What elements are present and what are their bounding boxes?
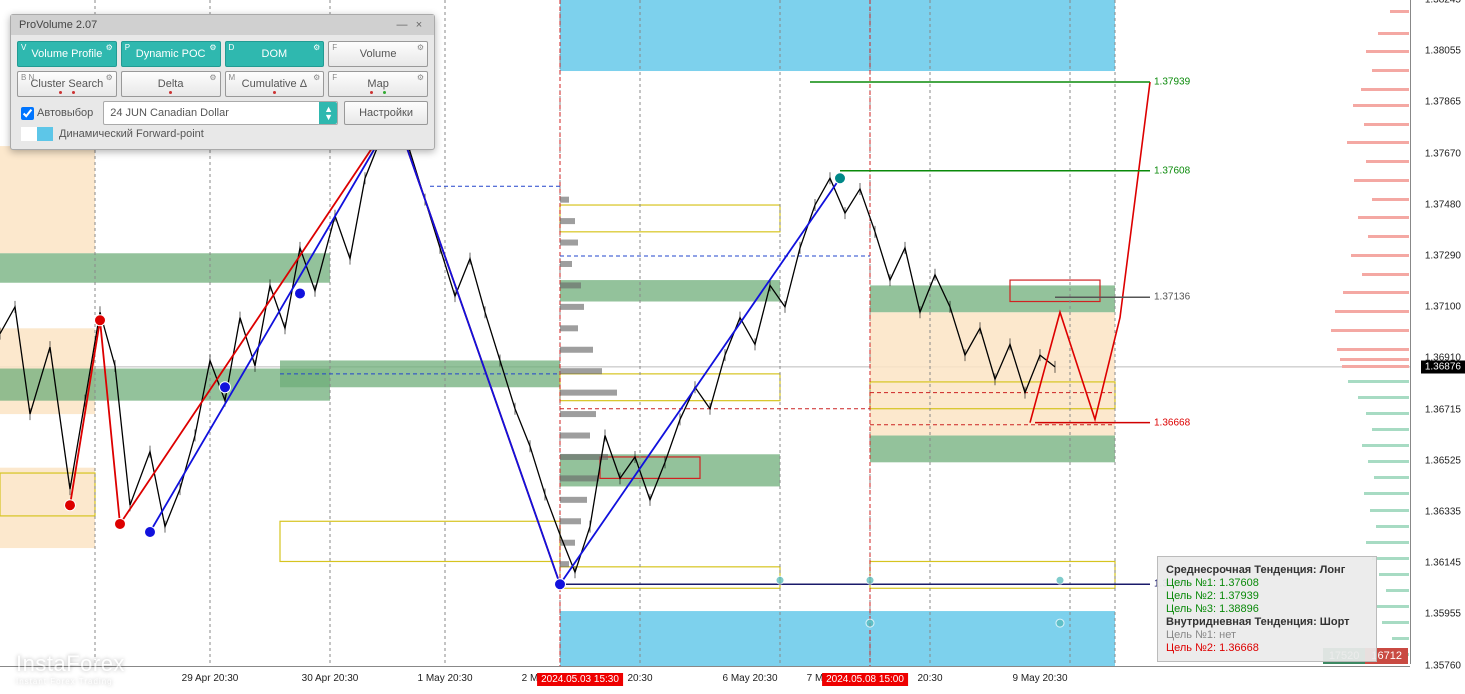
trend-intraday-label: Внутридневная Тенденция: Шорт bbox=[1166, 616, 1368, 628]
provolume-panel: ProVolume 2.07 — × V⚙Volume ProfileP⚙Dyn… bbox=[10, 14, 435, 150]
panel-title: ProVolume 2.07 bbox=[19, 19, 97, 31]
targets-info-box: Среднесрочная Тенденция: Лонг Цель №1: 1… bbox=[1157, 556, 1377, 662]
minimize-icon[interactable]: — bbox=[395, 19, 409, 31]
x-tick: 20:30 bbox=[627, 673, 652, 684]
price-line-label: 1.36668 bbox=[1154, 417, 1190, 428]
price-line-label: 1.37136 bbox=[1154, 292, 1190, 303]
trend-mid-label: Среднесрочная Тенденция: Лонг bbox=[1166, 564, 1368, 576]
toolbar-btn-cluster-search[interactable]: B N⚙Cluster Search bbox=[17, 71, 117, 97]
y-tick: 1.37480 bbox=[1425, 200, 1461, 211]
y-tick: 1.37670 bbox=[1425, 149, 1461, 160]
y-tick: 1.37865 bbox=[1425, 96, 1461, 107]
y-tick: 1.36525 bbox=[1425, 455, 1461, 466]
y-tick: 1.35955 bbox=[1425, 608, 1461, 619]
toolbar-btn-map[interactable]: F⚙Map bbox=[328, 71, 428, 97]
close-icon[interactable]: × bbox=[412, 19, 426, 31]
y-tick: 1.37290 bbox=[1425, 250, 1461, 261]
y-tick: 1.38245 bbox=[1425, 0, 1461, 6]
x-tick: 29 Apr 20:30 bbox=[182, 673, 239, 684]
panel-titlebar[interactable]: ProVolume 2.07 — × bbox=[11, 15, 434, 35]
y-tick: 1.38055 bbox=[1425, 45, 1461, 56]
y-tick: 1.36335 bbox=[1425, 506, 1461, 517]
x-tick: 2024.05.08 15:00 bbox=[822, 673, 908, 686]
instrument-select[interactable]: 24 JUN Canadian Dollar ▲▼ bbox=[103, 101, 338, 125]
toolbar-btn-volume-profile[interactable]: V⚙Volume Profile bbox=[17, 41, 117, 67]
x-tick: 1 May 20:30 bbox=[417, 673, 472, 684]
x-axis: 29 Apr 20:3030 Apr 20:301 May 20:302 M20… bbox=[0, 666, 1410, 694]
y-axis: 1.38245 1.38055 1.37865 1.37670 1.37480 1.372… bbox=[1410, 0, 1465, 664]
price-line-label: 1.37608 bbox=[1154, 165, 1190, 176]
y-tick: 1.37100 bbox=[1425, 301, 1461, 312]
settings-button[interactable]: Настройки bbox=[344, 101, 428, 125]
current-price-label: 1.36876 bbox=[1421, 360, 1465, 373]
y-tick: 1.36145 bbox=[1425, 557, 1461, 568]
forward-point-label: Динамический Forward-point bbox=[59, 128, 204, 140]
x-tick: 6 May 20:30 bbox=[722, 673, 777, 684]
price-line-label: 1.37939 bbox=[1154, 77, 1190, 88]
x-tick: 30 Apr 20:30 bbox=[302, 673, 359, 684]
autoselect-checkbox[interactable]: Автовыбор bbox=[17, 107, 97, 120]
y-tick: 1.35760 bbox=[1425, 661, 1461, 672]
toolbar-btn-volume[interactable]: F⚙Volume bbox=[328, 41, 428, 67]
x-tick: 2 M bbox=[522, 673, 539, 684]
x-tick: 2024.05.03 15:30 bbox=[537, 673, 623, 686]
x-tick: 7 M bbox=[807, 673, 824, 684]
y-tick: 1.36715 bbox=[1425, 405, 1461, 416]
toolbar-btn-delta[interactable]: ⚙Delta bbox=[121, 71, 221, 97]
instaforex-logo: InstaForex Instant Forex Trading bbox=[16, 651, 125, 686]
x-tick: 9 May 20:30 bbox=[1012, 673, 1067, 684]
x-tick: 20:30 bbox=[917, 673, 942, 684]
toolbar-btn-dom[interactable]: D⚙DOM bbox=[225, 41, 325, 67]
toolbar-btn-dynamic-poc[interactable]: P⚙Dynamic POC bbox=[121, 41, 221, 67]
forward-point-swatch bbox=[21, 127, 53, 141]
toolbar-btn-cumulative-δ[interactable]: M⚙Cumulative Δ bbox=[225, 71, 325, 97]
